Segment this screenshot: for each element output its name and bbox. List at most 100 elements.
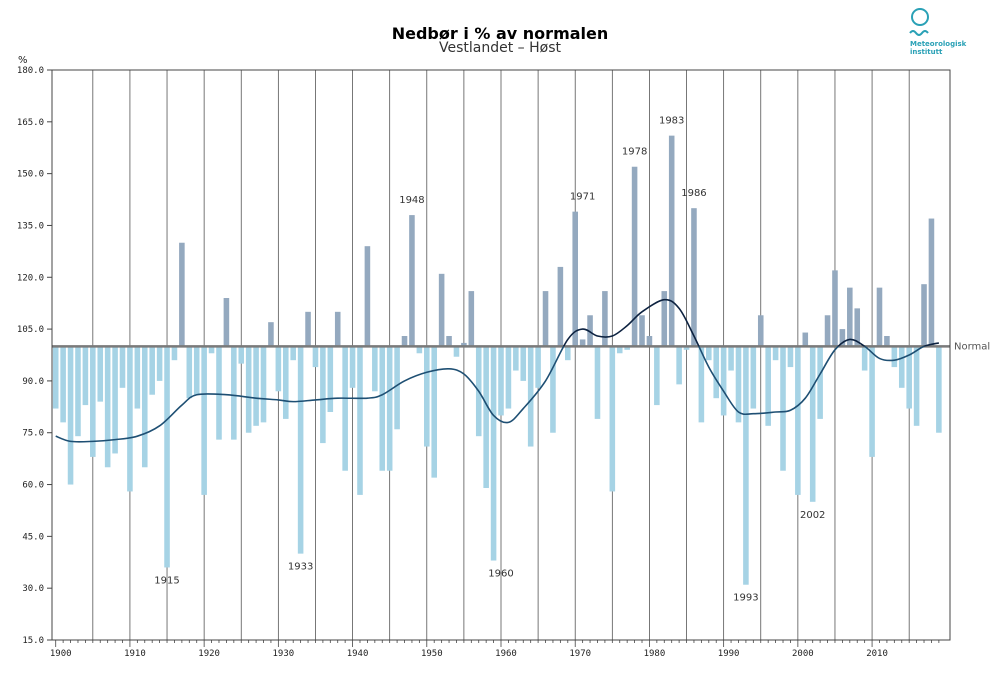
annotations: 1915 1933 1948 1960 1971 1978 1983 1986 1993 2002	[154, 116, 825, 604]
bar-2013	[891, 346, 898, 368]
bar-1933	[297, 346, 304, 554]
x-tick-label: 1920	[198, 649, 220, 659]
bar-1908	[112, 346, 118, 454]
bar-1928	[260, 346, 267, 423]
bar-1992	[735, 346, 742, 423]
x-tick-label: 1980	[644, 649, 666, 659]
y-tick-label: 105.0	[17, 325, 44, 335]
bar-1903	[75, 346, 81, 437]
bar-1954	[453, 346, 460, 357]
annotation-1971: 1971	[570, 192, 595, 203]
bar-1985	[683, 346, 690, 350]
bar-1941	[357, 346, 363, 495]
bar-1968	[557, 266, 564, 347]
bar-1905	[90, 346, 96, 457]
bar-2010	[869, 346, 875, 457]
bar-1936	[320, 346, 326, 444]
smoothed-line-below	[55, 346, 927, 443]
bar-2007	[847, 287, 853, 347]
bar-1924	[231, 346, 237, 440]
bar-1979	[639, 315, 645, 347]
bar-2019	[936, 346, 942, 433]
x-tick-label: 1970	[569, 649, 591, 659]
x-tick-label: 1950	[421, 649, 443, 659]
annotation-1915: 1915	[154, 575, 179, 586]
bar-1932	[290, 346, 296, 361]
bar-2008	[854, 308, 861, 347]
annotation-1986: 1986	[681, 188, 706, 199]
bar-1909	[119, 346, 126, 388]
bar-1999	[787, 346, 794, 368]
chart-subtitle: Vestlandet – Høst	[439, 40, 561, 56]
bar-1942	[364, 246, 371, 347]
y-tick-label: 60.0	[22, 481, 44, 491]
plot-frame	[51, 69, 951, 641]
bar-1996	[765, 346, 771, 426]
bar-1910	[127, 346, 133, 492]
bar-1969	[565, 346, 571, 361]
bar-1902	[67, 346, 74, 485]
bar-1922	[216, 346, 222, 440]
bar-1944	[379, 346, 386, 471]
bar-1938	[334, 311, 341, 347]
y-tick-label: 30.0	[22, 584, 44, 594]
bar-1915	[164, 346, 170, 568]
y-tick-label: 45.0	[22, 532, 44, 542]
bar-1949	[416, 346, 423, 354]
bar-2009	[861, 346, 868, 371]
bar-1912	[141, 346, 148, 468]
x-tick-label: 1940	[347, 649, 369, 659]
bar-1988	[706, 346, 712, 361]
bar-1931	[282, 346, 289, 419]
bar-1907	[104, 346, 111, 468]
bar-1914	[156, 346, 163, 381]
bar-1964	[527, 346, 534, 447]
x-tick-label: 1910	[124, 649, 146, 659]
bar-1998	[780, 346, 786, 471]
bar-1939	[342, 346, 348, 471]
bar-1911	[134, 346, 141, 409]
bar-1980	[646, 336, 653, 347]
met-logo-text: Meteorologisk institutt	[910, 40, 966, 56]
bar-1987	[698, 346, 705, 423]
bar-1921	[208, 346, 215, 354]
bars	[52, 135, 942, 585]
bar-1991	[728, 346, 734, 371]
bar-1951	[431, 346, 437, 478]
met-logo-icon	[909, 8, 929, 36]
bar-1917	[179, 242, 185, 347]
bar-2011	[876, 287, 883, 347]
logo-line1: Meteorologisk	[910, 40, 967, 48]
bar-1934	[305, 311, 311, 347]
annotation-1960: 1960	[488, 569, 513, 580]
bar-1967	[550, 346, 556, 433]
bar-1904	[82, 346, 89, 406]
x-tick-label: 1900	[50, 649, 72, 659]
bar-1972	[587, 315, 593, 347]
x-axis: 1900 1910 1920 1930 1940 1950 1960 1970 1980 1990…	[50, 640, 940, 659]
bar-1973	[594, 346, 601, 419]
bar-1947	[401, 336, 408, 347]
bar-1920	[201, 346, 207, 495]
bar-1925	[238, 346, 245, 364]
bar-1913	[149, 346, 155, 395]
x-tick-label: 2000	[792, 649, 814, 659]
bar-1935	[312, 346, 319, 368]
bar-2002	[809, 346, 816, 502]
bar-1983	[668, 135, 675, 347]
bar-1977	[624, 346, 630, 350]
y-tick-label: 180.0	[17, 66, 44, 76]
x-tick-label: 2010	[866, 649, 888, 659]
annotation-1993: 1993	[733, 593, 758, 604]
y-tick-label: 135.0	[17, 221, 44, 231]
y-tick-label: 15.0	[22, 636, 44, 646]
bar-1901	[60, 346, 66, 423]
bar-1926	[245, 346, 252, 433]
y-axis-label: %	[18, 55, 28, 66]
logo-line2: institutt	[910, 48, 943, 56]
bar-1948	[409, 215, 415, 347]
bar-1946	[394, 346, 400, 430]
bar-1970	[572, 211, 578, 347]
bar-2014	[898, 346, 905, 388]
bar-1943	[372, 346, 378, 392]
